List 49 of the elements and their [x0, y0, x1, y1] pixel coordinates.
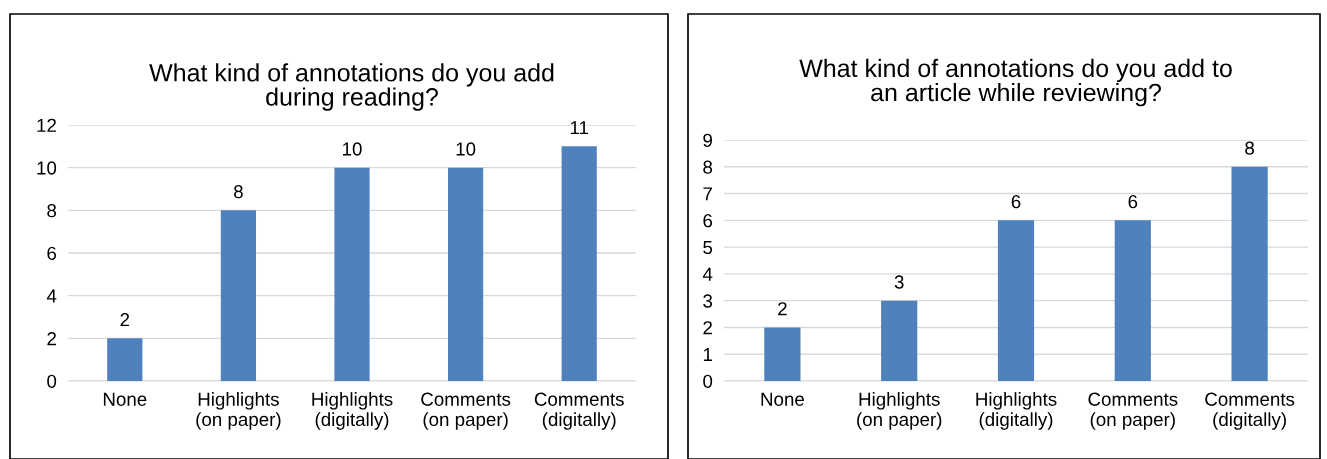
data-label: 11 [570, 121, 589, 135]
y-tick-label: 1 [703, 348, 712, 362]
bar [561, 146, 597, 381]
bar [1231, 166, 1268, 381]
y-tick-label: 0 [47, 374, 57, 388]
bar [1114, 220, 1151, 381]
y-tick-label: 6 [47, 246, 57, 260]
data-label: 10 [456, 142, 476, 156]
bar [107, 338, 143, 381]
data-label: 2 [778, 302, 787, 316]
data-label: 3 [894, 275, 904, 289]
y-tick-label: 2 [47, 332, 56, 346]
y-tick-label: 4 [702, 267, 713, 281]
x-tick-label: Comments (on paper) [421, 392, 511, 430]
bar [997, 220, 1035, 381]
data-label: 6 [1128, 195, 1138, 209]
data-label: 8 [234, 185, 243, 199]
y-tick-label: 9 [703, 133, 712, 147]
x-tick-label: None [761, 392, 804, 406]
y-tick-label: 10 [37, 161, 57, 175]
bar [881, 300, 918, 381]
bar [220, 210, 257, 381]
y-tick-label: 2 [703, 321, 712, 335]
data-label: 8 [1245, 141, 1254, 155]
y-tick-label: 6 [703, 214, 713, 228]
data-label: 10 [343, 142, 362, 156]
x-tick-label: Highlights (digitally) [976, 392, 1057, 430]
x-tick-label: Highlights (on paper) [857, 392, 942, 430]
y-tick-label: 8 [47, 204, 57, 218]
data-label: 2 [120, 313, 130, 327]
bar [334, 167, 370, 381]
x-tick-label: Comments (digitally) [1205, 392, 1295, 430]
x-tick-label: Highlights (on paper) [196, 392, 281, 430]
bar [447, 167, 484, 381]
y-tick-label: 3 [703, 294, 713, 308]
y-tick-label: 4 [46, 289, 57, 303]
y-tick-label: 7 [703, 187, 712, 201]
y-tick-label: 8 [703, 160, 713, 174]
chart-title: What kind of annotations do you add to an article while reviewing? [799, 58, 1232, 107]
x-tick-label: Highlights (digitally) [312, 392, 393, 430]
y-tick-label: 0 [703, 374, 713, 388]
x-tick-label: Comments (on paper) [1088, 392, 1178, 430]
data-label: 6 [1011, 195, 1021, 209]
chart-title: What kind of annotations do you add during reading? [149, 63, 554, 111]
x-tick-label: None [103, 392, 147, 406]
x-tick-label: Comments (digitally) [534, 392, 624, 430]
bar [764, 327, 801, 381]
y-tick-label: 12 [37, 118, 56, 132]
y-tick-label: 5 [703, 241, 713, 255]
